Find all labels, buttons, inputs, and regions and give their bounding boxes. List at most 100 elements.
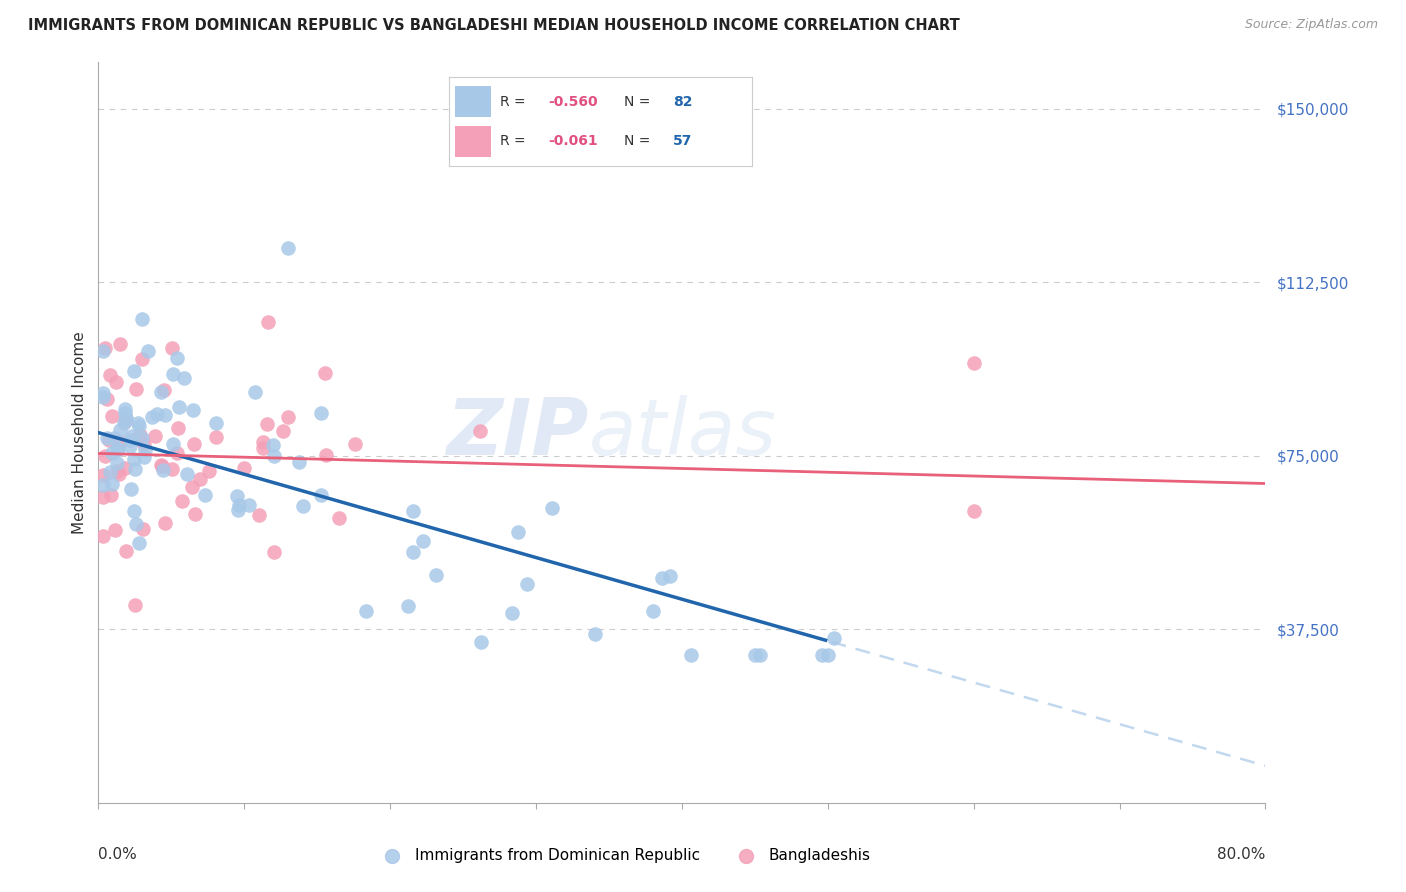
Text: ZIP: ZIP — [446, 394, 589, 471]
Point — [402, 545, 425, 559]
Point — [173, 371, 195, 385]
Point — [160, 462, 183, 476]
Point — [271, 424, 294, 438]
Point — [122, 364, 145, 378]
Point — [118, 434, 141, 448]
Point — [288, 455, 311, 469]
Point — [91, 478, 114, 492]
Point — [354, 604, 377, 618]
Point — [238, 498, 260, 512]
Point — [247, 508, 270, 523]
Point — [115, 410, 138, 425]
Point — [132, 437, 155, 451]
Point — [110, 423, 132, 437]
Point — [146, 407, 169, 421]
Point — [225, 489, 247, 503]
Point — [205, 416, 228, 430]
Point — [107, 442, 129, 457]
Point — [184, 507, 207, 521]
Point — [112, 416, 135, 430]
Text: 80.0%: 80.0% — [1218, 847, 1265, 863]
Point — [153, 384, 176, 398]
Point — [98, 465, 121, 479]
Point — [114, 543, 136, 558]
Point — [131, 312, 153, 326]
Point — [96, 392, 118, 406]
Point — [131, 431, 153, 445]
Point — [132, 522, 155, 536]
Point — [585, 627, 607, 641]
Point — [125, 516, 148, 531]
Point — [124, 504, 146, 518]
Point — [962, 356, 984, 370]
Point — [131, 351, 153, 366]
Point — [136, 344, 159, 359]
Point — [194, 487, 217, 501]
Point — [105, 376, 128, 390]
Point — [127, 416, 149, 430]
Text: IMMIGRANTS FROM DOMINICAN REPUBLIC VS BANGLADESHI MEDIAN HOUSEHOLD INCOME CORREL: IMMIGRANTS FROM DOMINICAN REPUBLIC VS BA… — [28, 18, 960, 33]
Point — [134, 443, 156, 458]
Point — [508, 524, 530, 539]
Point — [121, 429, 143, 443]
Point — [150, 458, 173, 473]
Point — [256, 417, 278, 431]
Point — [141, 410, 163, 425]
Point — [169, 401, 191, 415]
Point — [748, 648, 770, 662]
Point — [204, 430, 226, 444]
Point — [91, 390, 114, 404]
Point — [105, 464, 128, 478]
Point — [309, 406, 332, 420]
Point — [114, 411, 136, 425]
Point — [129, 427, 152, 442]
Point — [108, 467, 131, 481]
Point — [166, 446, 188, 460]
Point — [132, 450, 155, 465]
Point — [810, 648, 832, 662]
Point — [233, 460, 256, 475]
Point — [412, 533, 434, 548]
Text: Source: ZipAtlas.com: Source: ZipAtlas.com — [1244, 18, 1378, 31]
Point — [91, 386, 114, 401]
Point — [277, 240, 299, 255]
Point — [425, 567, 447, 582]
Point — [128, 418, 150, 433]
Point — [962, 504, 984, 518]
Point — [96, 431, 118, 445]
Point — [343, 437, 366, 451]
Point — [643, 604, 665, 618]
Point — [153, 516, 176, 530]
Point — [183, 436, 205, 450]
Point — [108, 337, 131, 351]
Point — [162, 436, 184, 450]
Point — [252, 434, 274, 449]
Point — [501, 606, 523, 620]
Point — [105, 442, 128, 456]
Point — [91, 490, 114, 504]
Point — [328, 511, 350, 525]
Point — [98, 368, 121, 382]
Point — [311, 488, 333, 502]
Point — [243, 385, 266, 400]
Point — [681, 648, 703, 662]
Point — [152, 463, 174, 477]
Point — [94, 342, 117, 356]
Point — [468, 424, 491, 438]
Point — [470, 634, 492, 648]
Point — [124, 598, 146, 612]
Point — [263, 545, 285, 559]
Point — [188, 471, 211, 485]
Text: 0.0%: 0.0% — [98, 847, 138, 863]
Point — [160, 341, 183, 355]
Point — [228, 499, 250, 513]
Point — [170, 494, 193, 508]
Point — [104, 523, 127, 537]
Point — [228, 503, 250, 517]
Point — [108, 434, 131, 449]
Point — [125, 382, 148, 396]
Point — [252, 442, 274, 456]
Point — [315, 448, 337, 462]
Point — [262, 438, 284, 452]
Point — [120, 482, 142, 496]
